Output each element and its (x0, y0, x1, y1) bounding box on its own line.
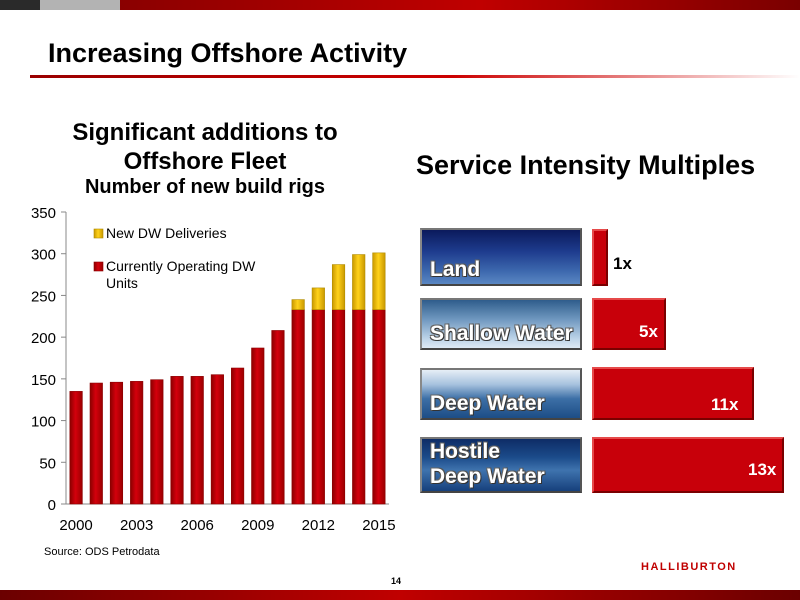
env-label-shallow-water: Shallow Water (430, 322, 573, 345)
y-tick-label: 200 (31, 330, 56, 347)
x-tick-label: 2006 (181, 517, 214, 534)
env-tile-hostile-deep-water: Hostile Deep Water (420, 437, 582, 493)
env-label-hostile-deep-water: Hostile Deep Water (430, 439, 545, 489)
bar-operating-dw-units (331, 309, 346, 505)
bar-new-dw-deliveries (372, 252, 386, 310)
bar-new-dw-deliveries (291, 299, 305, 310)
bar-operating-dw-units (231, 367, 245, 505)
x-tick-label: 2015 (362, 517, 395, 534)
bar-operating-dw-units (291, 309, 305, 505)
x-tick-label: 2012 (302, 517, 335, 534)
env-label-hostile-line1: Hostile (430, 440, 501, 463)
env-tile-land: Land (420, 228, 582, 286)
env-label-land: Land (430, 258, 481, 281)
halliburton-logo: HALLIBURTON (641, 561, 737, 573)
env-tile-deep-water: Deep Water (420, 368, 582, 420)
y-tick-label: 150 (31, 372, 56, 389)
x-tick-label: 2003 (120, 517, 153, 534)
y-tick-label: 100 (31, 414, 56, 431)
bar-new-dw-deliveries (311, 287, 325, 310)
env-label-deep-water: Deep Water (430, 392, 545, 415)
legend-label-operating-dw-units: Currently Operating DW Units (106, 258, 256, 291)
env-label-hostile-line2: Deep Water (430, 465, 545, 488)
top-decorative-bar (0, 0, 800, 10)
multiple-label-shallow-water: 5x (639, 322, 658, 341)
intensity-title: Service Intensity Multiples (416, 150, 756, 180)
bar-operating-dw-units (89, 382, 103, 505)
chart-title: Significant additions to Offshore Fleet (72, 119, 338, 175)
multiple-bar-land (592, 229, 608, 286)
bar-new-dw-deliveries (352, 254, 366, 310)
y-tick-label: 50 (39, 455, 56, 472)
x-tick-label: 2009 (241, 517, 274, 534)
slide-title: Increasing Offshore Activity (48, 38, 408, 68)
bar-operating-dw-units (251, 347, 265, 505)
multiple-label-deep-water: 11x (711, 395, 739, 414)
env-tile-shallow-water: Shallow Water (420, 298, 582, 350)
multiple-label-hostile-deep-water: 13x (748, 460, 777, 479)
y-tick-label: 300 (31, 247, 56, 264)
source-note: Source: ODS Petrodata (44, 546, 160, 558)
legend-swatch-new-dw-deliveries (93, 228, 104, 239)
rig-additions-chart: 0 50 100 150 200 250 300 350 2000 2003 2006 2009 201… (31, 205, 396, 534)
y-tick-label: 0 (48, 497, 56, 514)
bar-operating-dw-units (170, 376, 184, 505)
bottom-decorative-bar (0, 590, 800, 600)
legend-label-new-dw-deliveries: New DW Deliveries (106, 225, 227, 241)
multiple-bar-hostile-deep-water (592, 437, 784, 493)
chart-subtitle: Number of new build rigs (84, 176, 325, 198)
bar-operating-dw-units (372, 309, 386, 505)
bar-operating-dw-units (210, 374, 224, 505)
bar-operating-dw-units (150, 379, 164, 505)
y-tick-label: 350 (31, 205, 56, 222)
bar-operating-dw-units (109, 381, 124, 505)
bar-operating-dw-units (311, 309, 325, 505)
page-number: 14 (391, 576, 402, 586)
bar-operating-dw-units (190, 376, 204, 505)
y-tick-label: 250 (31, 288, 56, 305)
bar-operating-dw-units (352, 309, 366, 505)
bar-operating-dw-units (130, 381, 144, 505)
bar-new-dw-deliveries (331, 264, 346, 310)
multiple-bar-shallow-water (592, 298, 666, 350)
x-tick-label: 2000 (59, 517, 92, 534)
legend-swatch-operating-dw-units (93, 261, 104, 272)
bar-operating-dw-units (69, 391, 83, 505)
multiple-bar-deep-water (592, 367, 754, 420)
bar-operating-dw-units (271, 330, 285, 505)
title-underline (30, 75, 800, 78)
multiple-label-land: 1x (613, 254, 632, 273)
